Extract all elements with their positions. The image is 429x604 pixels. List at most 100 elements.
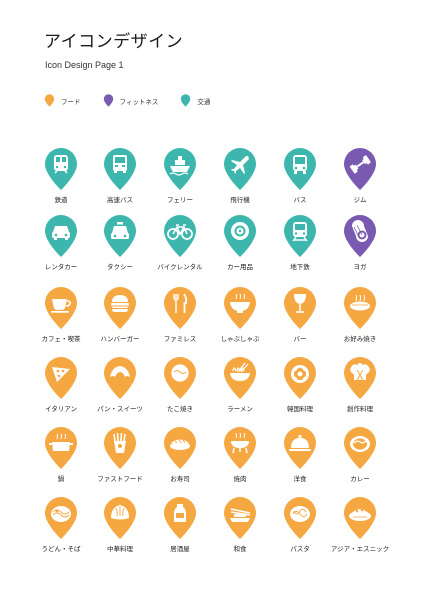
train-icon bbox=[45, 148, 77, 190]
icon-item-takoyaki: たこ焼き bbox=[150, 356, 210, 426]
icon-item-grill: 焼肉 bbox=[210, 426, 270, 496]
dumpling-icon bbox=[104, 497, 136, 539]
french-fries-icon bbox=[104, 427, 136, 469]
icon-label: カフェ・喫茶 bbox=[41, 335, 81, 343]
icon-label: フェリー bbox=[167, 196, 193, 204]
icon-item-ferry: フェリー bbox=[150, 147, 210, 217]
icon-label: パスタ bbox=[290, 545, 310, 553]
okonomiyaki-icon bbox=[344, 287, 376, 329]
takoyaki-icon bbox=[164, 357, 196, 399]
icon-item-hot-pot: 鍋 bbox=[31, 426, 91, 496]
icon-item-pizza: イタリアン bbox=[31, 356, 91, 426]
fitness-pin-icon bbox=[103, 94, 113, 107]
icon-item-airplane: 飛行機 bbox=[210, 147, 270, 217]
korean-dish-icon bbox=[284, 357, 316, 399]
icon-label: しゃぶしゃぶ bbox=[220, 335, 260, 343]
icon-item-coffee-cup: カフェ・喫茶 bbox=[31, 286, 91, 356]
ferry-icon bbox=[164, 148, 196, 190]
icon-item-okonomiyaki: お好み焼き bbox=[330, 286, 390, 356]
bus-front-icon bbox=[284, 148, 316, 190]
icon-label: パン・スイーツ bbox=[97, 405, 143, 413]
icon-label: 飛行機 bbox=[230, 196, 250, 204]
icon-label: ファミレス bbox=[163, 335, 197, 343]
car-icon bbox=[45, 215, 77, 257]
icon-label: ファストフード bbox=[97, 475, 143, 483]
icon-item-sake: 居酒屋 bbox=[150, 496, 210, 566]
icon-item-tire: カー用品 bbox=[210, 214, 270, 284]
icon-item-dumpling: 中華料理 bbox=[90, 496, 150, 566]
hot-pot-icon bbox=[45, 427, 77, 469]
curry-icon bbox=[344, 427, 376, 469]
icon-label: ジム bbox=[353, 196, 367, 204]
icon-label: カレー bbox=[350, 475, 370, 483]
icon-item-taxi: タクシー bbox=[90, 214, 150, 284]
icon-item-french-fries: ファストフード bbox=[90, 426, 150, 496]
legend-item-transport: 交通 bbox=[180, 94, 210, 107]
icon-label: ヨガ bbox=[353, 263, 367, 271]
sushi-icon bbox=[164, 427, 196, 469]
icon-item-wine-glass: バー bbox=[270, 286, 330, 356]
coffee-cup-icon bbox=[45, 287, 77, 329]
wine-glass-icon bbox=[284, 287, 316, 329]
bus-icon bbox=[104, 148, 136, 190]
legend: フード フィットネス 交通 bbox=[44, 94, 232, 107]
icon-item-chopsticks: 和食 bbox=[210, 496, 270, 566]
icon-label: うどん・そば bbox=[41, 545, 81, 553]
icon-label: お寿司 bbox=[170, 475, 190, 483]
icon-label: ハンバーガー bbox=[100, 335, 140, 343]
icon-label: レンタカー bbox=[44, 263, 78, 271]
page-title: アイコンデザイン bbox=[44, 32, 184, 52]
icon-label: お好み焼き bbox=[343, 335, 377, 343]
ramen-icon bbox=[224, 357, 256, 399]
dumbbell-icon bbox=[344, 148, 376, 190]
icon-label: 焼肉 bbox=[233, 475, 247, 483]
icon-item-croissant: パン・スイーツ bbox=[90, 356, 150, 426]
icon-label: イタリアン bbox=[45, 405, 77, 413]
ethnic-dish-icon bbox=[344, 497, 376, 539]
icon-label: 高速バス bbox=[107, 196, 133, 204]
sake-icon bbox=[164, 497, 196, 539]
transport-pin-icon bbox=[181, 94, 191, 107]
icon-item-bowl: しゃぶしゃぶ bbox=[210, 286, 270, 356]
legend-label: 交通 bbox=[197, 97, 211, 106]
chef-hat-icon bbox=[344, 357, 376, 399]
legend-label: フィットネス bbox=[119, 97, 159, 106]
icon-label: たこ焼き bbox=[167, 405, 193, 413]
pasta-icon bbox=[284, 497, 316, 539]
icon-label: 和食 bbox=[233, 545, 247, 553]
icon-label: 洋食 bbox=[293, 475, 307, 483]
grill-icon bbox=[224, 427, 256, 469]
icon-label: 地下鉄 bbox=[290, 263, 310, 271]
icon-item-hamburger: ハンバーガー bbox=[90, 286, 150, 356]
icon-item-bus-front: バス bbox=[270, 147, 330, 217]
icon-label: 鉄道 bbox=[54, 196, 68, 204]
chopsticks-icon bbox=[224, 497, 256, 539]
icon-label: 中華料理 bbox=[107, 545, 133, 553]
cloche-icon bbox=[284, 427, 316, 469]
croissant-icon bbox=[104, 357, 136, 399]
icon-label: タクシー bbox=[107, 263, 133, 271]
icon-item-sushi: お寿司 bbox=[150, 426, 210, 496]
icon-label: 鍋 bbox=[57, 475, 65, 483]
icon-item-pasta: パスタ bbox=[270, 496, 330, 566]
icon-label: アジア・エスニック bbox=[330, 545, 390, 553]
bicycle-icon bbox=[164, 215, 196, 257]
icon-label: 韓国料理 bbox=[287, 405, 313, 413]
icon-item-train: 鉄道 bbox=[31, 147, 91, 217]
page-subtitle: Icon Design Page 1 bbox=[45, 60, 124, 70]
yoga-mat-icon bbox=[344, 215, 376, 257]
pizza-icon bbox=[45, 357, 77, 399]
icon-item-car: レンタカー bbox=[31, 214, 91, 284]
icon-label: バス bbox=[293, 196, 307, 204]
icon-item-bicycle: バイクレンタル bbox=[150, 214, 210, 284]
icon-label: バイクレンタル bbox=[157, 263, 203, 271]
fork-knife-icon bbox=[164, 287, 196, 329]
icon-item-fork-knife: ファミレス bbox=[150, 286, 210, 356]
icon-label: ラーメン bbox=[227, 405, 253, 413]
icon-item-dumbbell: ジム bbox=[330, 147, 390, 217]
legend-item-food: フード bbox=[44, 94, 81, 107]
icon-item-cloche: 洋食 bbox=[270, 426, 330, 496]
icon-item-chef-hat: 創作料理 bbox=[330, 356, 390, 426]
icon-item-subway: 地下鉄 bbox=[270, 214, 330, 284]
